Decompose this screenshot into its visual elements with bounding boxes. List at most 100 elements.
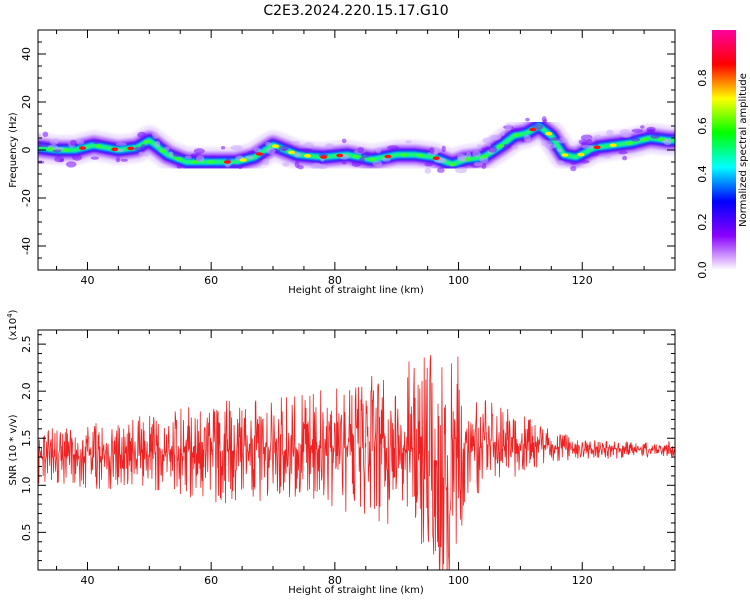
- heatmap-speckle: [266, 147, 276, 155]
- heatmap-speckle: [591, 141, 599, 146]
- heatmap-hotspot: [497, 144, 505, 148]
- heatmap-speckle: [278, 145, 289, 151]
- colorbar-tick-label: 0.8: [696, 69, 709, 87]
- heatmap-speckle: [253, 147, 261, 153]
- heatmap-speckle: [556, 160, 565, 166]
- spectrogram-xtick-label: 40: [80, 274, 94, 287]
- heatmap-speckle: [38, 133, 42, 138]
- snr-xtick-label: 40: [80, 574, 94, 587]
- heatmap-speckle: [262, 158, 270, 166]
- heatmap-hotspot: [368, 157, 376, 162]
- heatmap-speckle: [196, 155, 205, 163]
- heatmap-hotspot: [127, 146, 135, 151]
- heatmap-speckle: [193, 148, 205, 154]
- colorbar-gradient: [712, 30, 736, 270]
- colorbar-ticks: 0.0 0.2 0.4 0.6 0.8: [696, 69, 709, 279]
- heatmap-speckle: [54, 156, 65, 163]
- heatmap-speckle: [92, 139, 100, 145]
- heatmap-speckle: [594, 134, 602, 140]
- heatmap-hotspot: [545, 131, 553, 136]
- heatmap-speckle: [387, 145, 399, 151]
- heatmap-speckle: [424, 162, 434, 167]
- heatmap-speckle: [481, 147, 490, 151]
- snr-ylabel: SNR (10 * v/v): [8, 414, 19, 485]
- snr-ytick-label: 2.5: [20, 335, 33, 353]
- spectrogram-ytick-label: 0: [20, 147, 33, 154]
- snr-ytick-label: 0.5: [20, 524, 33, 542]
- heatmap-hotspot: [175, 157, 183, 161]
- heatmap-hotspot: [529, 127, 537, 132]
- heatmap-speckle: [53, 147, 66, 150]
- spectrogram-ylabel: Frequency (Hz): [8, 112, 19, 188]
- heatmap-speckle: [437, 167, 445, 173]
- heatmap-speckle: [510, 128, 522, 133]
- spectrogram-ticks: 40 60 80 100 120 -40 -20 0 20 40: [20, 29, 676, 287]
- heatmap-speckle: [512, 145, 519, 150]
- heatmap-speckle: [472, 150, 481, 158]
- heatmap-speckle: [38, 143, 50, 148]
- colorbar-label: Normalized spectral amplitude: [738, 73, 749, 227]
- heatmap-hotspot: [464, 157, 472, 161]
- heatmap-speckle: [53, 138, 59, 143]
- heatmap-speckle: [491, 134, 502, 141]
- heatmap-speckle: [237, 164, 243, 170]
- heatmap-speckle: [342, 161, 347, 165]
- heatmap-hotspot: [304, 154, 312, 158]
- heatmap-speckle: [291, 140, 301, 146]
- spectrogram-xlabel: Height of straight line (km): [288, 285, 424, 296]
- colorbar-tick-label: 0.2: [696, 213, 709, 231]
- heatmap-speckle: [621, 133, 632, 138]
- colorbar: 0.0 0.2 0.4 0.6 0.8 Normalized spectral ampl…: [696, 30, 749, 279]
- spectrogram-xtick-label: 80: [328, 274, 342, 287]
- heatmap-speckle: [479, 156, 489, 164]
- heatmap-speckle: [405, 140, 412, 144]
- snr-xtick-label: 80: [328, 574, 342, 587]
- heatmap-hotspot: [609, 143, 617, 147]
- heatmap-hotspot: [46, 147, 54, 151]
- heatmap-hotspot: [111, 147, 119, 152]
- heatmap-speckle: [581, 144, 594, 149]
- heatmap-speckle: [482, 137, 494, 144]
- heatmap-speckle: [341, 138, 347, 144]
- heatmap-speckle: [361, 152, 371, 159]
- heatmap-speckle: [221, 146, 226, 150]
- heatmap-hotspot: [625, 141, 633, 145]
- heatmap-hotspot: [79, 146, 86, 150]
- heatmap-speckle: [506, 123, 512, 131]
- heatmap-speckle: [351, 160, 362, 167]
- heatmap-speckle: [523, 134, 531, 142]
- spectrogram-xtick-label: 100: [448, 274, 469, 287]
- heatmap-speckle: [455, 166, 467, 174]
- heatmap-speckle: [303, 142, 314, 149]
- heatmap-speckle: [487, 146, 498, 153]
- heatmap-hotspot: [593, 145, 601, 150]
- heatmap-speckle: [134, 146, 144, 151]
- heatmap-hotspot: [400, 153, 408, 157]
- figure-title: C2E3.2024.220.15.17.G10: [263, 3, 448, 19]
- heatmap-speckle: [372, 160, 383, 167]
- heatmap-speckle: [579, 159, 590, 164]
- heatmap-speckle: [520, 138, 525, 143]
- heatmap-hotspot: [255, 152, 263, 156]
- heatmap-speckle: [65, 161, 77, 168]
- heatmap-speckle: [631, 137, 641, 142]
- heatmap-hotspot: [432, 156, 440, 160]
- spectrogram-ytick-label: 20: [20, 95, 33, 109]
- heatmap-speckle: [231, 163, 238, 167]
- heatmap-speckle: [357, 147, 365, 153]
- heatmap-hotspot: [223, 160, 231, 164]
- heatmap-speckle: [42, 131, 49, 138]
- heatmap-hotspot: [272, 144, 279, 148]
- heatmap-speckle: [152, 131, 159, 139]
- snr-ytick-label: 1.0: [20, 477, 33, 495]
- snr-xtick-label: 100: [448, 574, 469, 587]
- heatmap-speckle: [570, 161, 577, 165]
- colorbar-tick-label: 0.6: [696, 117, 709, 135]
- snr-series-line: [38, 355, 675, 570]
- snr-ytick-label: 2.0: [20, 382, 33, 400]
- heatmap-speckle: [476, 144, 483, 149]
- heatmap-hotspot: [657, 137, 665, 142]
- heatmap-hotspot: [577, 152, 585, 157]
- heatmap-speckle: [570, 165, 577, 172]
